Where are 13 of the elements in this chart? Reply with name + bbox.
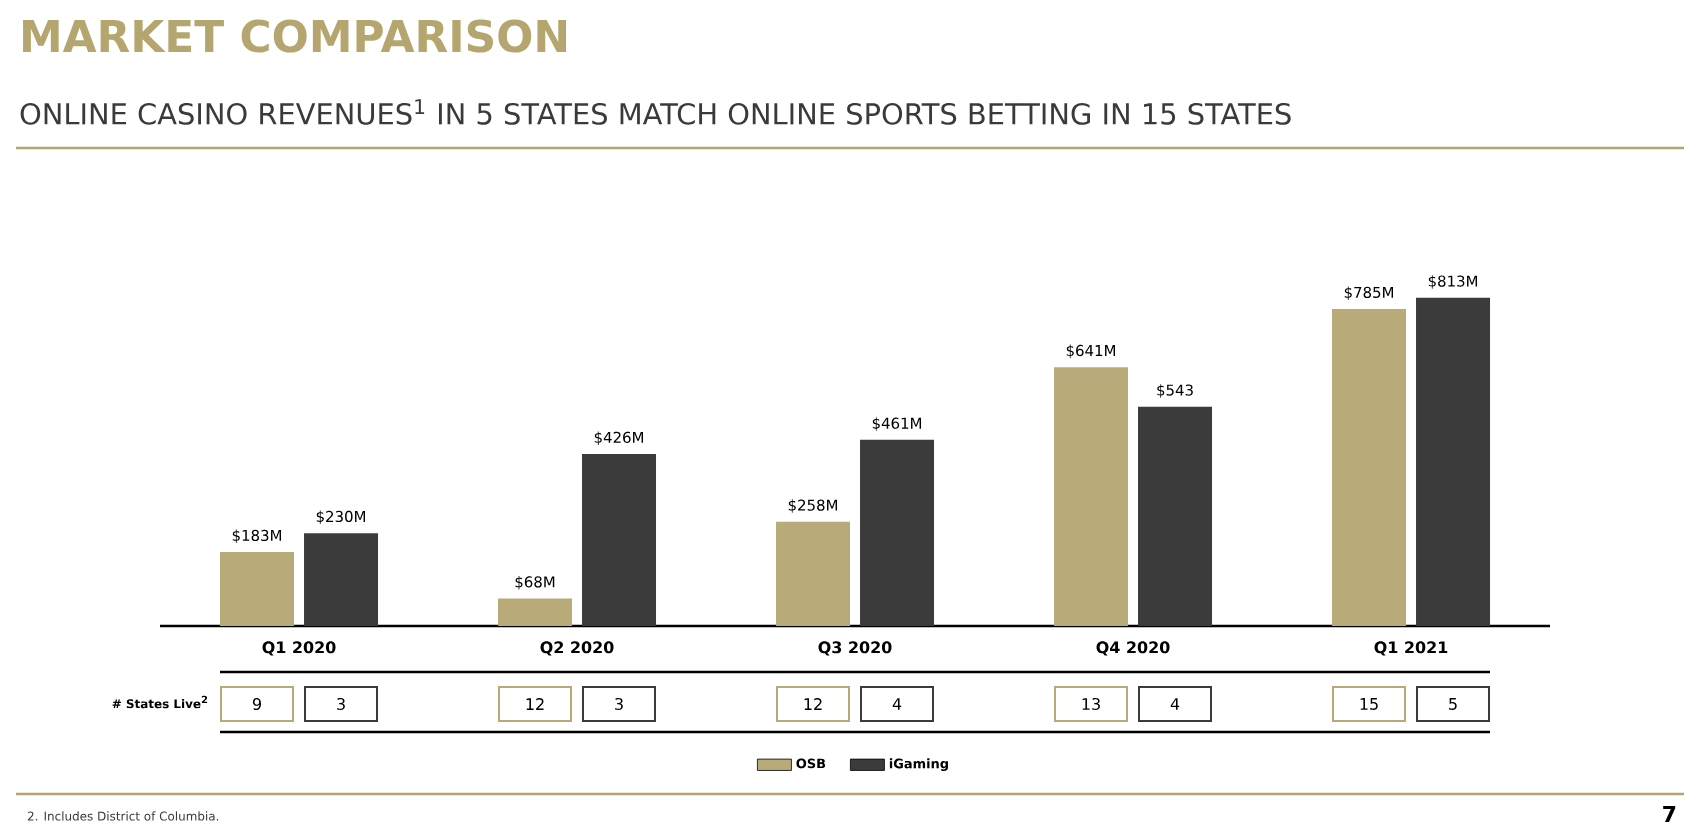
bar (582, 453, 657, 626)
bar (220, 552, 295, 626)
bar (776, 521, 851, 626)
bar (860, 439, 935, 626)
bar (498, 598, 573, 626)
bar (1416, 297, 1491, 626)
bar (1138, 406, 1213, 626)
bar (304, 533, 379, 626)
chart-title: MARKET COMPARISON (23, 19, 567, 53)
text: 7 (1663, 806, 1676, 822)
bar (1332, 309, 1407, 626)
chart-subtitle: ONLINE CASINO REVENUES$^{1}$ IN 5 STATES MATCH ONLINE SPORTS BETTING IN 15 STATES (20, 99, 1291, 125)
bar (1054, 367, 1129, 626)
